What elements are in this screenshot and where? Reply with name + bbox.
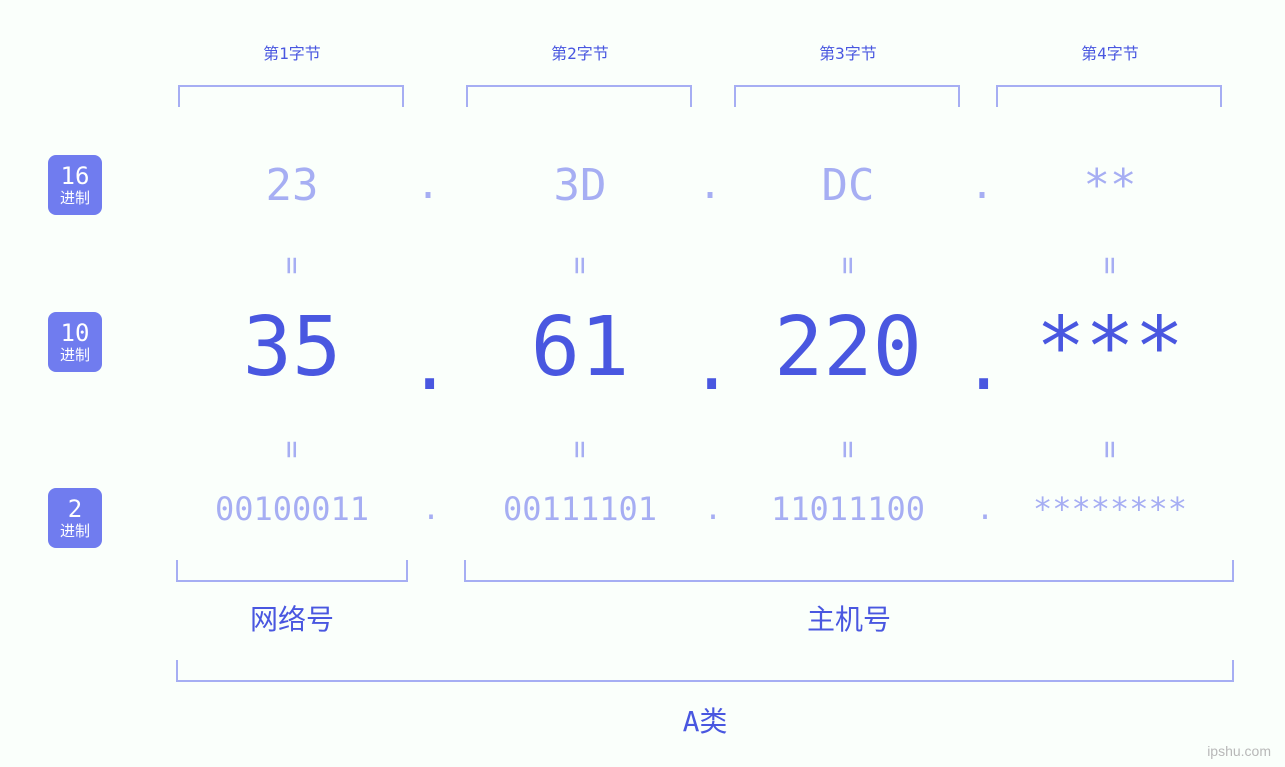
bin-dot-2: . bbox=[704, 492, 722, 527]
watermark: ipshu.com bbox=[1207, 743, 1271, 759]
base-badge-hex: 16 进制 bbox=[48, 155, 102, 215]
bin-dot-3: . bbox=[976, 492, 994, 527]
equals-4a: = bbox=[1093, 256, 1128, 274]
host-bracket bbox=[464, 560, 1234, 582]
base-badge-dec: 10 进制 bbox=[48, 312, 102, 372]
hex-dot-2: . bbox=[698, 162, 722, 208]
hex-byte-1: 23 bbox=[177, 160, 407, 211]
dec-byte-2: 61 bbox=[465, 300, 695, 395]
host-label: 主机号 bbox=[464, 598, 1234, 638]
byte-header-4: 第4字节 bbox=[995, 40, 1225, 64]
top-bracket-1 bbox=[178, 85, 404, 107]
top-bracket-3 bbox=[734, 85, 960, 107]
hex-byte-2: 3D bbox=[465, 160, 695, 211]
class-label: A类 bbox=[176, 700, 1234, 740]
equals-4b: = bbox=[1093, 440, 1128, 458]
equals-2b: = bbox=[563, 440, 598, 458]
bin-byte-2: 00111101 bbox=[448, 490, 712, 528]
network-label: 网络号 bbox=[176, 598, 408, 638]
bin-byte-3: 11011100 bbox=[716, 490, 980, 528]
base-badge-hex-label: 进制 bbox=[60, 191, 90, 207]
byte-header-2: 第2字节 bbox=[465, 40, 695, 64]
bin-dot-1: . bbox=[422, 492, 440, 527]
byte-header-3: 第3字节 bbox=[733, 40, 963, 64]
equals-3a: = bbox=[831, 256, 866, 274]
dec-byte-1: 35 bbox=[177, 300, 407, 395]
ip-bytes-diagram: 16 进制 10 进制 2 进制 第1字节 第2字节 第3字节 第4字节 23 … bbox=[0, 0, 1285, 767]
hex-byte-3: DC bbox=[733, 160, 963, 211]
class-bracket bbox=[176, 660, 1234, 682]
base-badge-dec-number: 10 bbox=[61, 321, 90, 346]
base-badge-hex-number: 16 bbox=[61, 164, 90, 189]
dec-dot-3: . bbox=[962, 322, 1005, 406]
base-badge-bin: 2 进制 bbox=[48, 488, 102, 548]
equals-1b: = bbox=[275, 440, 310, 458]
bin-byte-1: 00100011 bbox=[160, 490, 424, 528]
dec-dot-2: . bbox=[690, 322, 733, 406]
equals-2a: = bbox=[563, 256, 598, 274]
hex-byte-4: ** bbox=[995, 160, 1225, 211]
byte-header-1: 第1字节 bbox=[177, 40, 407, 64]
base-badge-bin-number: 2 bbox=[68, 497, 82, 522]
equals-1a: = bbox=[275, 256, 310, 274]
dec-dot-1: . bbox=[408, 322, 451, 406]
bin-byte-4: ******** bbox=[978, 490, 1242, 528]
top-bracket-2 bbox=[466, 85, 692, 107]
base-badge-bin-label: 进制 bbox=[60, 524, 90, 540]
hex-dot-1: . bbox=[416, 162, 440, 208]
hex-dot-3: . bbox=[970, 162, 994, 208]
top-bracket-4 bbox=[996, 85, 1222, 107]
network-bracket bbox=[176, 560, 408, 582]
dec-byte-3: 220 bbox=[733, 300, 963, 395]
equals-3b: = bbox=[831, 440, 866, 458]
dec-byte-4: *** bbox=[995, 300, 1225, 395]
base-badge-dec-label: 进制 bbox=[60, 348, 90, 364]
